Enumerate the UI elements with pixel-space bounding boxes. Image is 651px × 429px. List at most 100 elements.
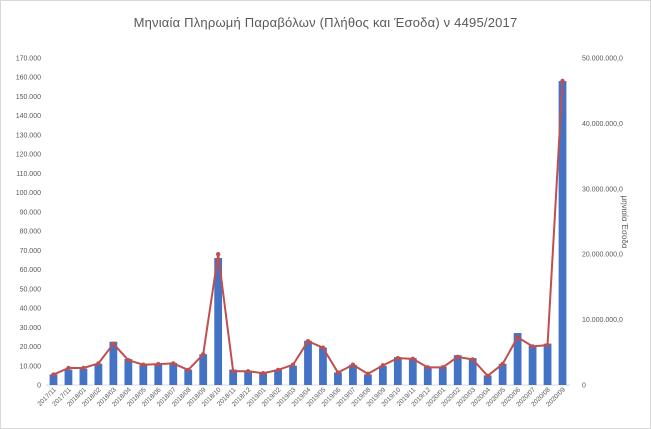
y2-tick-label: 30.000.000,0 — [582, 186, 623, 193]
bar — [199, 354, 208, 385]
bar — [438, 366, 447, 385]
y2-axis-title: μηνιαία Έσοδα — [620, 196, 629, 249]
y-axis-left: 0 10.000 20.000 30.000 40.000 50.000 60.000 70.… — [16, 56, 41, 390]
line-point — [470, 357, 475, 362]
bar — [139, 364, 148, 385]
bar — [244, 370, 253, 385]
line-point — [141, 362, 146, 367]
y-tick-label: 60.000 — [20, 267, 42, 274]
line-point — [545, 342, 550, 348]
line-point — [320, 345, 326, 350]
bar — [64, 369, 73, 385]
bar — [169, 362, 178, 385]
bar — [154, 363, 163, 385]
y-tick-label: 120.000 — [16, 152, 41, 159]
bar — [468, 358, 477, 385]
y-tick-label: 50.000 — [20, 286, 42, 293]
line-point — [530, 344, 535, 349]
bar — [79, 368, 88, 385]
bar — [229, 369, 238, 385]
line-point — [515, 335, 520, 340]
bar — [304, 340, 312, 385]
line-point — [350, 362, 356, 367]
line-point — [260, 371, 266, 376]
line-point — [245, 369, 251, 374]
bar — [274, 369, 282, 385]
y-tick-label: 80.000 — [20, 229, 42, 236]
line-point — [425, 365, 430, 370]
bar — [528, 345, 537, 385]
y2-tick-label: 40.000.000,0 — [582, 121, 623, 128]
y-axis-right: 0 10.000.000,0 20.000.000,0 30.000.000,0 40.… — [582, 56, 623, 390]
y-tick-label: 110.000 — [16, 171, 41, 178]
bar — [483, 375, 492, 385]
y-tick-label: 0 — [37, 383, 41, 390]
y-tick-label: 10.000 — [20, 363, 42, 370]
y-tick-label: 30.000 — [20, 325, 42, 332]
y-tick-label: 20.000 — [20, 344, 42, 351]
bar — [408, 358, 417, 385]
line-point — [81, 365, 86, 371]
y-tick-label: 170.000 — [16, 56, 41, 63]
bar — [558, 81, 567, 386]
bar — [124, 359, 133, 385]
bar — [393, 357, 402, 385]
y-tick-label: 40.000 — [20, 306, 42, 313]
revenue-line — [53, 80, 564, 377]
bar — [349, 364, 357, 385]
bar — [334, 372, 342, 385]
bar — [423, 366, 432, 385]
bar — [94, 363, 103, 385]
bar — [289, 365, 297, 385]
x-axis: 2017/112017/112018/012018/022018/032018/… — [36, 384, 570, 408]
y2-tick-label: 20.000.000,0 — [582, 252, 623, 259]
line-point — [186, 367, 191, 373]
bar — [184, 369, 193, 385]
line-point — [500, 361, 505, 367]
line-point — [275, 367, 281, 373]
line-point — [395, 355, 401, 361]
y-tick-label: 130.000 — [16, 132, 41, 139]
bar — [378, 365, 387, 385]
line-point — [111, 341, 116, 346]
y-tick-label: 160.000 — [16, 75, 41, 82]
bar-series — [49, 81, 567, 386]
y2-tick-label: 10.000.000,0 — [582, 317, 623, 324]
line-point — [485, 373, 490, 379]
chart-title: Μηνιαία Πληρωμή Παραβόλων (Πλήθος και Έσ… — [133, 15, 518, 30]
bar — [109, 341, 118, 385]
line-point — [156, 361, 161, 367]
line-point — [96, 361, 101, 366]
bar — [214, 258, 223, 385]
line-point — [365, 371, 371, 377]
line-point — [126, 357, 131, 363]
line-point — [201, 352, 206, 357]
bar — [513, 333, 522, 385]
bar — [363, 374, 372, 385]
bar — [453, 355, 462, 385]
bar — [259, 373, 267, 385]
line-point — [51, 372, 56, 377]
bar — [543, 343, 552, 385]
bar — [49, 374, 58, 385]
y-tick-label: 100.000 — [16, 190, 41, 197]
bar — [498, 363, 507, 385]
line-point — [230, 369, 236, 374]
line-point — [171, 361, 176, 366]
line-point — [410, 356, 415, 362]
y-tick-label: 90.000 — [20, 209, 42, 216]
line-point — [66, 365, 71, 371]
y2-tick-label: 50.000.000,0 — [582, 56, 623, 63]
line-point — [290, 362, 296, 367]
y-tick-label: 140.000 — [16, 113, 41, 120]
y-tick-label: 150.000 — [16, 94, 41, 101]
y-tick-label: 70.000 — [20, 248, 42, 255]
bar — [319, 347, 327, 385]
line-series — [51, 78, 565, 379]
line-point — [335, 370, 341, 375]
line-point — [215, 252, 221, 257]
line-point — [305, 338, 311, 344]
line-point — [440, 365, 445, 370]
line-point — [380, 363, 386, 368]
